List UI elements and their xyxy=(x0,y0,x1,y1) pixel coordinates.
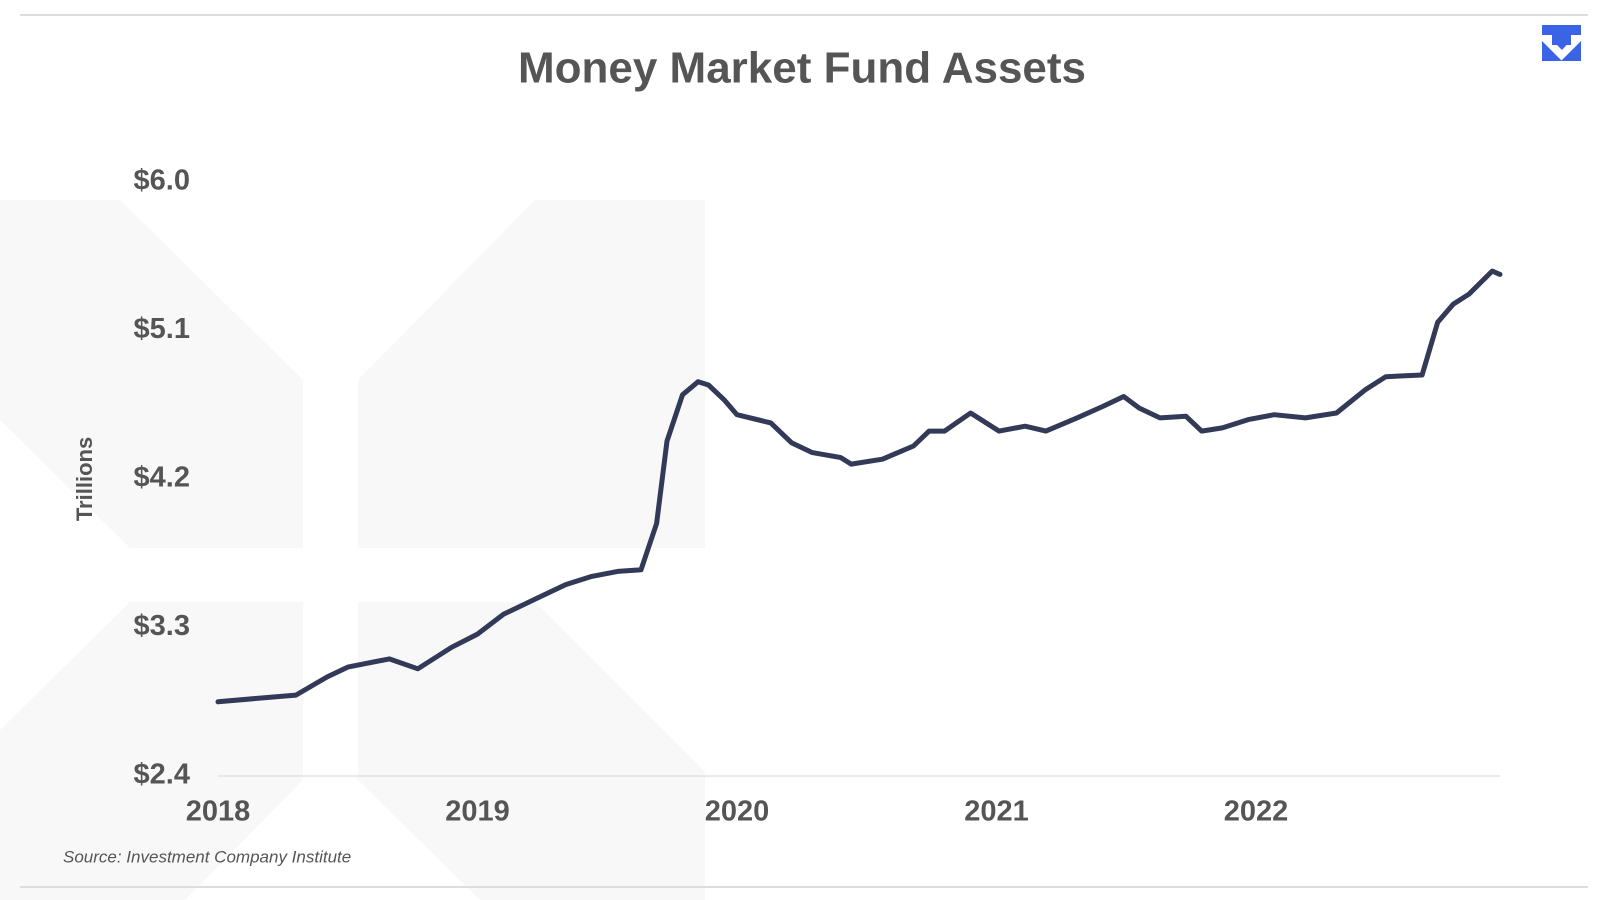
y-tick-label: $2.4 xyxy=(134,759,190,791)
y-tick-label: $4.2 xyxy=(134,462,190,494)
x-tick-label: 2020 xyxy=(705,796,770,828)
y-tick-label: $3.3 xyxy=(134,610,190,642)
source-note: Source: Investment Company Institute xyxy=(63,847,351,866)
logo xyxy=(1542,25,1581,61)
x-tick-label: 2018 xyxy=(186,796,251,828)
y-tick-label: $6.0 xyxy=(134,165,190,197)
y-tick-label: $5.1 xyxy=(134,313,190,345)
x-tick-label: 2021 xyxy=(964,796,1029,828)
data-line xyxy=(215,268,1503,705)
background-pattern xyxy=(0,200,705,900)
x-tick-label: 2019 xyxy=(445,796,510,828)
x-tick-label: 2022 xyxy=(1224,796,1289,828)
y-axis-label: Trillions xyxy=(72,437,97,521)
chart-title: Money Market Fund Assets xyxy=(518,44,1086,93)
